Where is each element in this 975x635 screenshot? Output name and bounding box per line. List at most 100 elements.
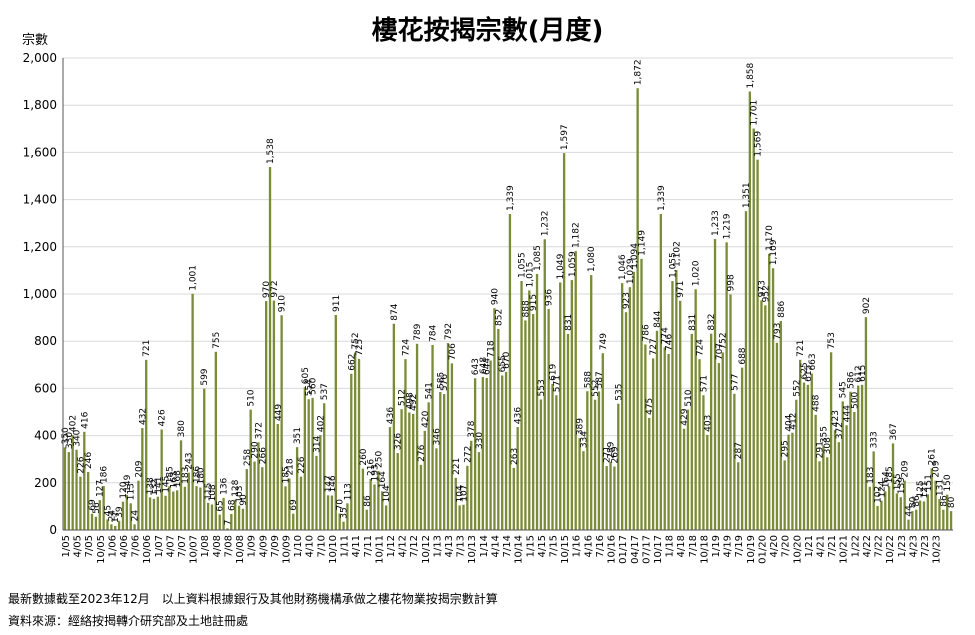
bar — [659, 213, 663, 530]
x-tick-label: 1/22 — [850, 535, 861, 557]
x-tick-label: 7/05 — [84, 535, 95, 557]
bar — [114, 525, 117, 530]
bar — [884, 491, 887, 530]
x-tick-label: 10/23 — [932, 535, 943, 564]
bar — [342, 521, 345, 530]
data-label: 1,109 — [769, 239, 779, 265]
bar — [431, 344, 434, 530]
data-label: 1,001 — [189, 265, 199, 291]
x-tick-label: 7/21 — [827, 535, 838, 557]
bar — [129, 503, 132, 530]
x-tick-label: 7/19 — [734, 535, 745, 557]
x-tick-label: 1/18 — [665, 535, 676, 557]
data-label: 80 — [947, 496, 957, 508]
data-label: 535 — [614, 384, 624, 401]
bar — [872, 451, 875, 530]
bar — [791, 432, 794, 530]
bars — [63, 88, 953, 531]
bar — [566, 333, 570, 530]
data-label: 727 — [649, 338, 659, 355]
bar — [586, 391, 589, 530]
bar — [899, 497, 902, 530]
bar — [829, 352, 833, 530]
x-tick-label: 1/06 — [107, 535, 118, 557]
x-tick-label: 04/17 — [630, 535, 641, 564]
bar — [311, 397, 314, 530]
data-label: 545 — [839, 381, 849, 398]
y-tick-label: 1,400 — [23, 193, 57, 207]
x-tick-label: 7/16 — [595, 535, 606, 557]
data-label: 151 — [924, 474, 934, 491]
bar — [497, 328, 500, 530]
bar — [524, 320, 527, 530]
bar — [261, 467, 264, 530]
y-tick-labels: 0 200 400 600 800 1,000 1,200 1,400 1,600 1,800 2,… — [23, 51, 57, 537]
x-tick-label: 1/19 — [711, 535, 722, 557]
bar — [775, 342, 779, 530]
data-label: 512 — [398, 389, 408, 406]
data-label: 831 — [688, 314, 698, 331]
bar — [276, 424, 279, 530]
data-label: 131 — [935, 479, 945, 496]
bar — [427, 402, 430, 530]
data-label: 721 — [142, 340, 152, 357]
data-label: 266 — [258, 447, 268, 464]
data-label: 599 — [200, 368, 210, 385]
data-label: 271 — [603, 446, 613, 463]
data-label: 936 — [545, 289, 555, 306]
data-label: 333 — [870, 431, 880, 448]
footnote-data-note: 最新數據截至2023年12月 以上資料根據銀行及其他財務機構承做之樓花物業按揭宗… — [8, 592, 498, 606]
bar — [559, 282, 562, 530]
x-tick-label: 1/16 — [572, 535, 583, 557]
data-label: 1,339 — [506, 185, 516, 211]
x-tick-label: 1/09 — [247, 535, 258, 557]
x-tick-label: 7/20 — [781, 535, 792, 557]
data-label: 65 — [216, 500, 226, 511]
bar — [853, 412, 856, 530]
bar — [222, 497, 225, 530]
data-label: 1,597 — [560, 124, 570, 150]
data-label: 183 — [866, 467, 876, 484]
data-label: 688 — [738, 347, 748, 364]
data-label: 168 — [173, 470, 183, 487]
data-label: 155 — [893, 473, 903, 490]
x-tick-label: 10/07 — [189, 535, 200, 564]
bar — [802, 382, 806, 530]
bar — [938, 499, 941, 530]
data-label: 1,059 — [568, 251, 578, 277]
data-label: 164 — [378, 471, 388, 488]
data-label: 560 — [309, 377, 319, 394]
bar — [264, 301, 268, 530]
bar — [106, 519, 109, 530]
data-label: 552 — [792, 380, 802, 397]
x-tick-label: 4/10 — [305, 535, 316, 557]
data-label: 753 — [827, 332, 837, 349]
x-tick-label: 10/14 — [514, 535, 525, 564]
bar — [477, 452, 481, 530]
bar — [895, 493, 899, 530]
bar — [539, 399, 543, 530]
bar — [698, 359, 701, 530]
bar — [288, 478, 291, 530]
data-label: 541 — [425, 382, 435, 399]
bar — [226, 528, 229, 530]
data-label: 1,858 — [746, 62, 756, 88]
data-label: 588 — [583, 371, 593, 388]
data-label: 952 — [761, 285, 771, 302]
bar — [798, 359, 802, 530]
data-label: 585 — [436, 372, 446, 389]
x-tick-label: 4/07 — [165, 535, 176, 557]
data-label: 147 — [324, 475, 334, 492]
bar — [915, 509, 918, 530]
bar — [578, 438, 581, 530]
data-label: 276 — [417, 444, 427, 461]
bar — [439, 391, 442, 530]
data-label: 308 — [823, 437, 833, 454]
y-tick-label: 600 — [34, 381, 57, 395]
data-label: 444 — [843, 405, 853, 422]
data-label: 164 — [881, 471, 891, 488]
data-label: 355 — [819, 426, 829, 443]
x-tick-label: 10/13 — [467, 535, 478, 564]
bar — [918, 500, 922, 530]
data-label: 1,080 — [587, 246, 597, 272]
